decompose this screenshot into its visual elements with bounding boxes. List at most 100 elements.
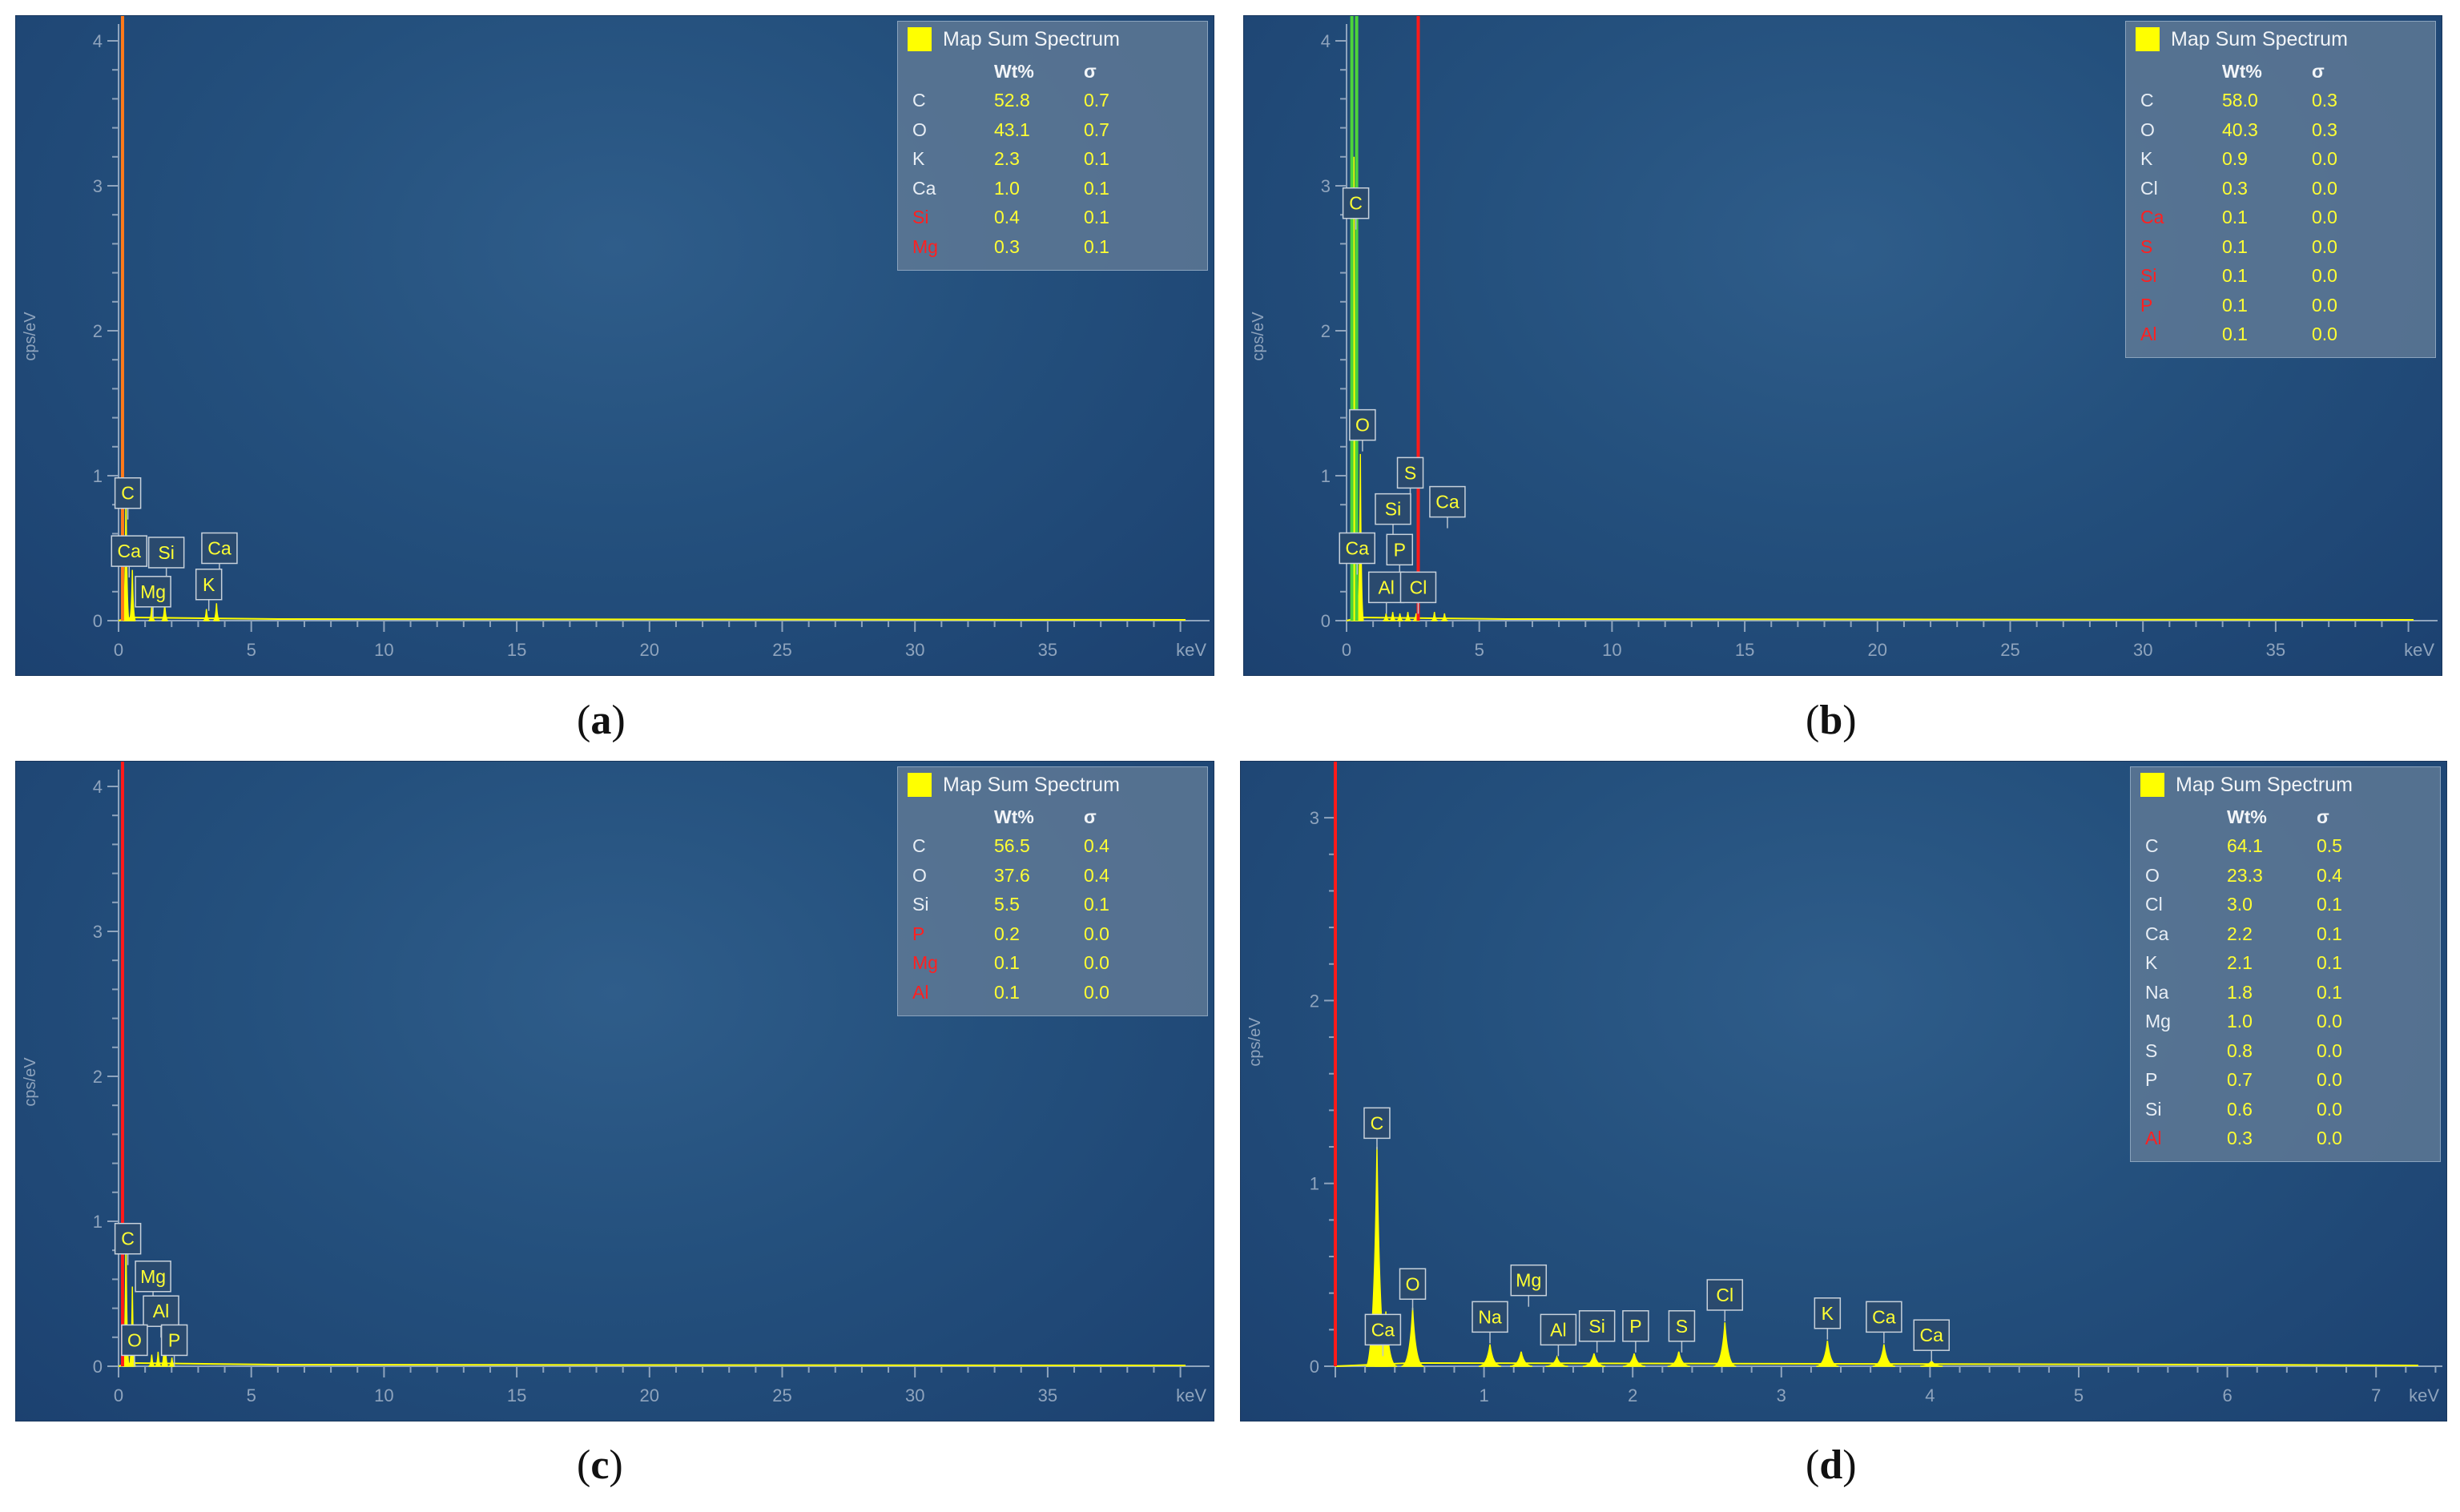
spectrum-peak (1431, 612, 1438, 621)
peak-label-box (1814, 1297, 1842, 1329)
spectrum-peak (128, 569, 136, 621)
spectrum-peak (1713, 1322, 1737, 1367)
peak-label: K (1822, 1303, 1834, 1324)
y-axis-label: cps/eV (22, 312, 39, 361)
legend-element: K (912, 148, 925, 170)
legend-wt-value: 23.3 (2227, 864, 2263, 886)
peak-label-box (201, 532, 238, 565)
y-tick-label: 4 (1321, 31, 1331, 51)
y-tick-label: 3 (93, 922, 103, 942)
legend-swatch (2140, 773, 2164, 797)
x-tick-label: 30 (2133, 640, 2152, 660)
peak-label: S (1676, 1316, 1688, 1337)
legend-wt-value: 64.1 (2227, 835, 2263, 857)
x-tick-label: 4 (1925, 1385, 1935, 1405)
legend-row: Si 0.4 0.1 (898, 203, 1207, 233)
y-tick-label: 1 (93, 1212, 103, 1232)
legend-sigma-value: 0.7 (1084, 90, 1109, 111)
y-tick-label: 4 (93, 777, 103, 797)
legend-element: Al (2140, 324, 2157, 345)
x-tick-label: 6 (2222, 1385, 2232, 1405)
legend-row: P 0.1 0.0 (2126, 291, 2435, 320)
peak-label-box (121, 1324, 148, 1357)
spectrum-panel-d: 0 1 2 3 1 2 3 4 5 6 7 keV cps/eV C O Ca Na Mg Al Si P S Cl K Ca C… (1240, 761, 2447, 1422)
peak-label-box (135, 1261, 171, 1293)
y-axis-label: cps/eV (1246, 1017, 1264, 1067)
legend-sigma-value: 0.0 (2317, 1128, 2342, 1149)
peak-label-box (114, 1222, 142, 1255)
x-tick-label: 25 (772, 1385, 791, 1405)
y-tick-label: 2 (93, 1067, 103, 1087)
panel-caption-b: (b) (1806, 698, 1857, 743)
x-tick-label: 2 (1628, 1385, 1637, 1405)
peak-label-box (114, 477, 142, 509)
peak-label-box (1367, 571, 1405, 604)
legend-element: Mg (2145, 1011, 2171, 1032)
spectrum-peak (1404, 612, 1411, 621)
peak-label-box (195, 569, 223, 601)
legend-wt-value: 0.3 (2222, 177, 2248, 199)
peak-label-box (1386, 533, 1414, 566)
peak-label-box (160, 1324, 188, 1357)
legend-row: Na 1.8 0.1 (2131, 978, 2440, 1007)
peak-label-box (1706, 1279, 1744, 1311)
spectrum-plot-a: 0 1 2 3 4 0 5 10 15 20 25 30 35 keV cps/eV C Ca Si Ca Mg K (22, 16, 1210, 660)
legend-element: Si (912, 894, 929, 915)
y-tick-label: 2 (1310, 991, 1319, 1011)
legend-element: Al (2145, 1128, 2162, 1149)
spectrum-peak (1509, 1351, 1533, 1367)
spectrum-peak (1401, 1307, 1424, 1367)
y-axis-label: cps/eV (22, 1057, 39, 1107)
x-tick-label: 15 (1735, 640, 1754, 660)
legend-row: C 52.8 0.7 (898, 86, 1207, 116)
x-tick-label: 5 (1475, 640, 1484, 660)
peak-label-box (1472, 1301, 1508, 1333)
spectrum-panel-c: 0 1 2 3 4 0 5 10 15 20 25 30 35 keV cps/eV C Mg Al O P Map … (15, 761, 1214, 1422)
spectrum-peak (1545, 1355, 1568, 1367)
y-tick-label: 0 (93, 611, 103, 631)
legend-sigma-value: 0.0 (2312, 324, 2337, 345)
legend-element: S (2145, 1040, 2158, 1061)
legend-sigma-value: 0.0 (2317, 1069, 2342, 1091)
peak-label-box (1339, 532, 1376, 565)
peak-label-box (135, 576, 171, 608)
legend-wt-value: 0.1 (2222, 207, 2248, 228)
x-tick-label: 1 (1479, 1385, 1488, 1405)
peak-label-box (1622, 1310, 1649, 1342)
spectrum-peak (203, 609, 210, 621)
peak-label: P (1629, 1316, 1641, 1337)
x-tick-label: 35 (1038, 640, 1057, 660)
x-tick-label: 3 (1777, 1385, 1786, 1405)
legend-sigma-value: 0.0 (2317, 1098, 2342, 1120)
x-tick-label: 10 (374, 1385, 393, 1405)
legend-sigma-value: 0.4 (1084, 835, 1109, 857)
legend-column-headers: Wt% σ (898, 57, 1207, 86)
legend-sigma-value: 0.4 (2317, 864, 2342, 886)
legend-element: Si (912, 207, 929, 228)
y-tick-label: 1 (1310, 1174, 1319, 1194)
legend-wt-value: 52.8 (994, 90, 1030, 111)
legend-row: Ca 0.1 0.0 (2126, 203, 2435, 233)
legend-wt-value: 0.9 (2222, 148, 2248, 170)
legend-sigma-value: 0.1 (1084, 148, 1109, 170)
y-tick-label: 3 (1321, 176, 1331, 196)
x-tick-label: 20 (640, 640, 659, 660)
legend-wt-value: 56.5 (994, 835, 1030, 857)
legend-sigma-value: 0.0 (1084, 923, 1109, 944)
spectrum-peak (155, 1351, 162, 1367)
legend-sigma-value: 0.5 (2317, 835, 2342, 857)
legend-wt-value: 0.1 (2222, 294, 2248, 316)
peak-label-box (1510, 1264, 1548, 1297)
legend-row: O 37.6 0.4 (898, 861, 1207, 891)
legend-wt-value: 5.5 (994, 894, 1020, 915)
peak-label-box (1364, 1313, 1402, 1346)
legend-row: Cl 0.3 0.0 (2126, 174, 2435, 203)
legend-sigma-value: 0.3 (2312, 119, 2337, 140)
y-tick-label: 3 (1310, 808, 1319, 828)
legend-header-wt: Wt% (994, 60, 1034, 82)
legend-wt-value: 37.6 (994, 864, 1030, 886)
legend-title-text: Map Sum Spectrum (2171, 27, 2348, 50)
x-tick-label: 5 (247, 640, 256, 660)
legend-title-text: Map Sum Spectrum (943, 27, 1120, 50)
